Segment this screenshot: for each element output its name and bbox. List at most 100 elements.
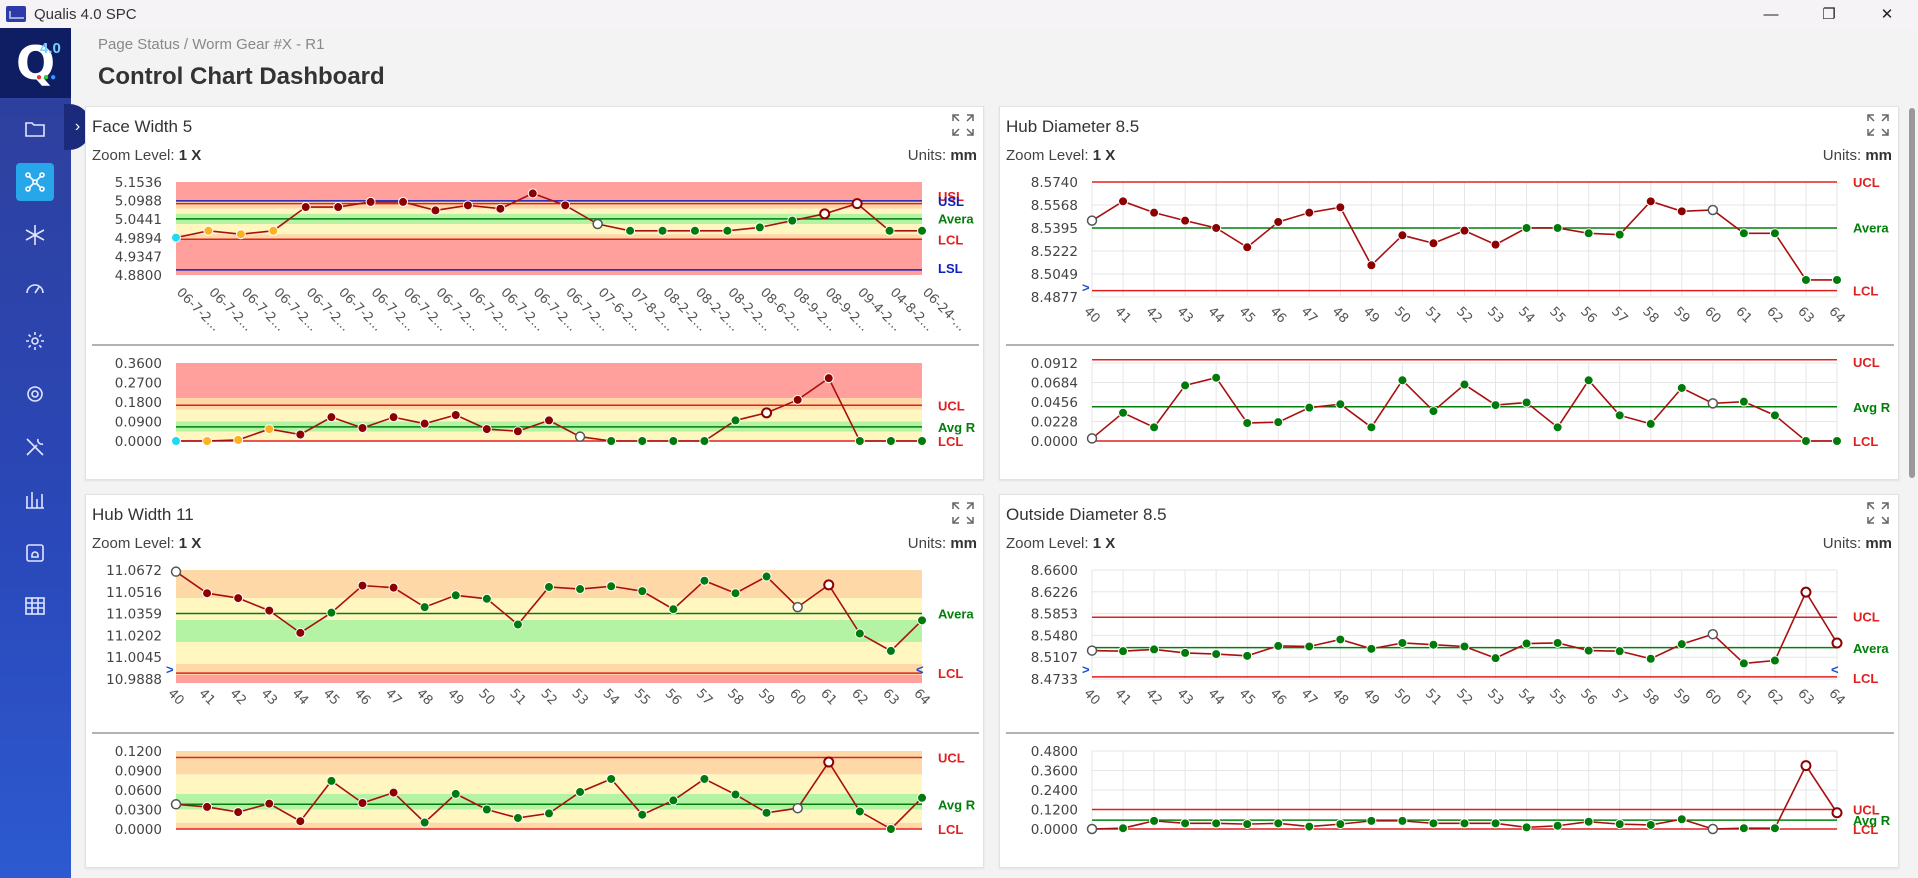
data-point — [1211, 818, 1222, 829]
y-tick-label: 0.1200 — [115, 744, 162, 760]
x-tick-label: 52 — [1453, 304, 1475, 326]
x-tick-label: 52 — [1453, 686, 1475, 708]
scrollbar-thumb[interactable] — [1909, 108, 1915, 478]
limit-label: Avg R — [1853, 813, 1891, 828]
data-point — [1769, 410, 1780, 421]
data-point — [512, 812, 523, 823]
alarm-icon[interactable] — [16, 534, 54, 572]
x-tick-label: 55 — [1546, 686, 1568, 708]
data-point — [481, 593, 492, 604]
data-point — [544, 808, 554, 819]
expand-icon[interactable] — [951, 113, 975, 137]
x-tick-label: 53 — [569, 686, 591, 708]
data-point — [171, 436, 181, 446]
app-logo: Q 4.0 ●●● — [0, 28, 71, 98]
limit-label: UCL — [1853, 175, 1880, 190]
data-point — [170, 799, 182, 810]
data-point — [1304, 402, 1315, 413]
zoom-level: Zoom Level: 1 X — [1006, 535, 1115, 552]
x-tick-label: 57 — [1608, 304, 1630, 326]
gauge-icon[interactable] — [16, 269, 54, 307]
data-point — [462, 200, 473, 211]
data-point — [637, 436, 648, 446]
breadcrumb[interactable]: Page Status / Worm Gear #X - R1 — [98, 36, 325, 53]
expand-icon[interactable] — [1866, 113, 1890, 137]
expand-icon[interactable] — [951, 501, 975, 525]
data-point — [1614, 229, 1625, 240]
data-point — [202, 801, 213, 812]
x-tick-label: 60 — [1701, 304, 1723, 326]
x-tick-label: 41 — [1112, 686, 1134, 708]
data-point — [1180, 647, 1191, 658]
units-label: Units: — [1822, 535, 1862, 552]
y-tick-label: 8.6600 — [1031, 563, 1078, 579]
restore-button[interactable]: ❐ — [1822, 6, 1836, 23]
data-point — [388, 582, 399, 593]
data-point — [1583, 375, 1594, 386]
limit-label: Avera — [938, 607, 974, 622]
data-point — [1118, 823, 1129, 834]
data-point — [295, 816, 306, 827]
folder-icon[interactable] — [16, 110, 54, 148]
minimize-button[interactable]: — — [1763, 5, 1779, 23]
x-tick-label: 54 — [1515, 304, 1537, 326]
close-button[interactable]: ✕ — [1880, 6, 1894, 23]
data-point — [917, 615, 927, 626]
data-point — [1366, 422, 1377, 433]
zone-band — [176, 758, 922, 775]
limit-label: Avg R — [1853, 400, 1891, 415]
tools-icon[interactable] — [16, 428, 54, 466]
y-tick-label: 0.0684 — [1031, 376, 1078, 392]
data-point — [233, 434, 244, 445]
data-point — [1397, 230, 1408, 241]
data-point — [637, 586, 648, 597]
xbar-chart: 8.6600 8.6226 8.5853 8.5480 8.5107 8.4733 UCL A… — [1031, 563, 1890, 709]
x-tick-label: 59 — [755, 686, 777, 708]
data-point — [268, 225, 279, 236]
expand-icon[interactable] — [1866, 501, 1890, 525]
data-point — [1086, 645, 1098, 656]
data-point — [388, 787, 399, 798]
limit-label: UCL — [938, 398, 965, 413]
data-point — [1180, 380, 1191, 391]
x-tick-label: 60 — [1701, 686, 1723, 708]
table-icon[interactable] — [16, 587, 54, 625]
x-tick-label: 58 — [1639, 686, 1661, 708]
zoom-value: 1 X — [178, 535, 202, 552]
y-tick-label: 0.0600 — [115, 783, 162, 799]
data-point — [1552, 422, 1563, 433]
data-point — [203, 225, 214, 236]
y-tick-label: 10.9888 — [106, 672, 162, 688]
data-point — [357, 798, 368, 808]
data-point — [202, 436, 213, 446]
range-chart: 0.3600 0.2700 0.1800 0.0900 0.0000 UCL Avg RLC… — [115, 356, 976, 450]
data-point — [1521, 822, 1532, 833]
data-point — [1459, 225, 1470, 236]
network-icon[interactable] — [16, 163, 54, 201]
snowflake-icon[interactable] — [16, 216, 54, 254]
cog-settings-icon[interactable] — [16, 322, 54, 360]
bar-chart-icon[interactable] — [16, 481, 54, 519]
data-point — [1490, 818, 1501, 829]
zone-band — [176, 239, 922, 275]
chart-title: Hub Diameter 8.5 — [1006, 117, 1140, 136]
data-point — [1800, 760, 1812, 772]
y-tick-label: 11.0359 — [106, 607, 162, 623]
data-point — [1676, 814, 1687, 825]
data-point — [1335, 819, 1346, 830]
data-point — [1304, 641, 1315, 652]
data-point — [1521, 638, 1532, 649]
y-tick-label: 8.5222 — [1031, 244, 1078, 260]
zoom-value: 1 X — [1092, 147, 1116, 164]
data-point — [544, 415, 554, 426]
scrollbar[interactable] — [1906, 106, 1918, 878]
limit-label: Avg R — [938, 797, 976, 812]
zoom-level: Zoom Level: 1 X — [92, 147, 201, 164]
y-tick-label: 8.4877 — [1031, 290, 1078, 306]
data-point — [1428, 406, 1439, 417]
zoom-label: Zoom Level: — [92, 535, 175, 552]
x-tick-label: 64 — [1825, 304, 1847, 326]
data-point — [575, 584, 586, 595]
gear-icon[interactable] — [16, 375, 54, 413]
